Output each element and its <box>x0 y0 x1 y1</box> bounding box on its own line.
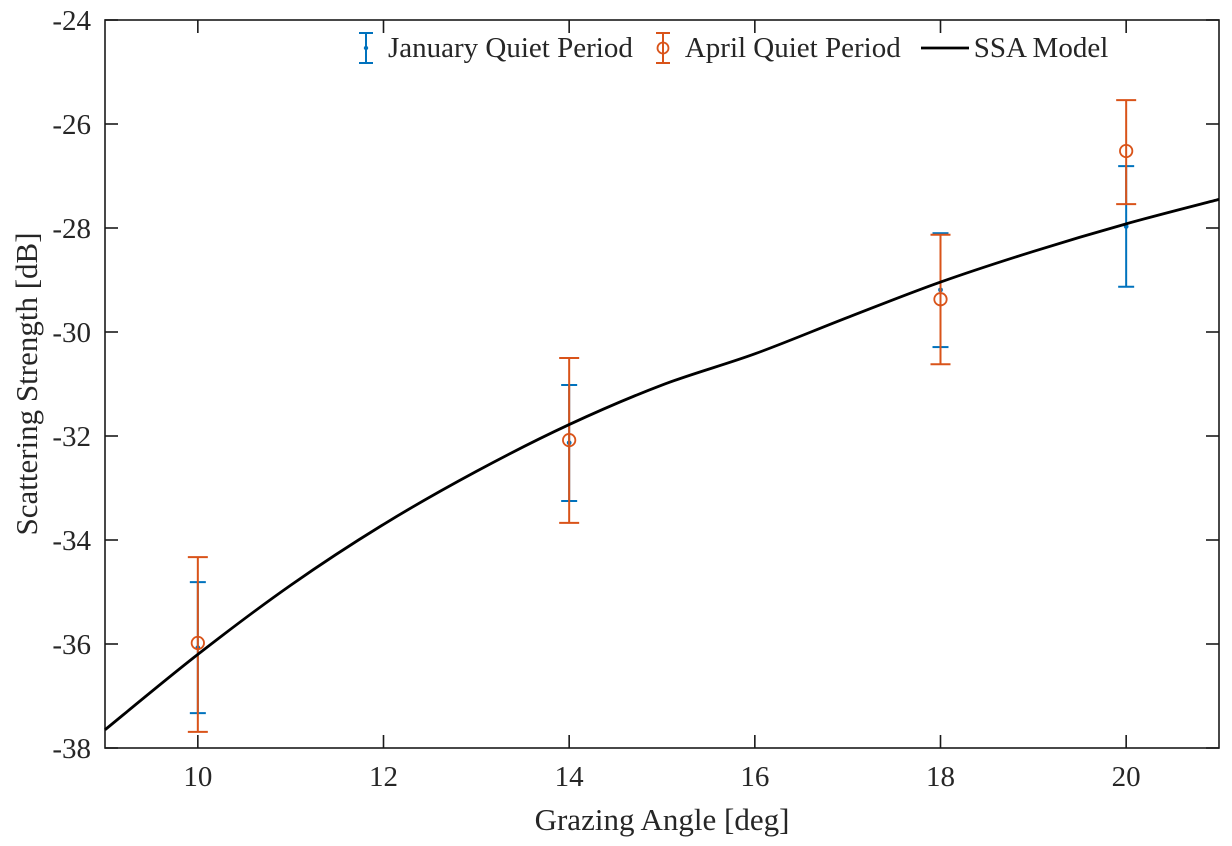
legend-errorbar-sample <box>359 32 373 64</box>
y-tick-label: -28 <box>52 213 91 245</box>
legend-item-ssa-model: SSA Model <box>920 31 1109 65</box>
x-tick-label: 18 <box>926 761 955 793</box>
data-point-circle <box>190 635 205 651</box>
x-tick-label: 20 <box>1112 761 1141 793</box>
y-tick-label: -30 <box>52 317 91 349</box>
y-tick-label: -36 <box>52 629 91 661</box>
legend-label-ssa-model: SSA Model <box>973 31 1109 64</box>
legend: January Quiet Period April Quiet Period … <box>356 27 1108 69</box>
y-tick-label: -32 <box>52 421 91 453</box>
legend-dot-marker <box>363 45 369 51</box>
y-tick-label: -38 <box>52 733 91 765</box>
legend-item-april: April Quiet Period <box>653 27 901 69</box>
data-point-circle <box>933 292 948 307</box>
x-tick-label: 16 <box>740 761 769 793</box>
x-axis-label: Grazing Angle [deg] <box>534 802 790 837</box>
y-tick-label: -34 <box>52 525 91 557</box>
data-point-circle <box>1119 143 1134 159</box>
model-curve <box>104 198 1220 731</box>
legend-circle-marker <box>656 41 670 55</box>
y-axis-label: Scattering Strength [dB] <box>9 232 44 536</box>
errorbar-series-january <box>189 165 1135 715</box>
errorbar-series-april <box>187 99 1137 733</box>
legend-label-january: January Quiet Period <box>388 31 633 64</box>
x-tick-label: 14 <box>555 761 585 793</box>
x-tick-label: 10 <box>183 761 212 793</box>
data-point-circle <box>562 433 577 448</box>
legend-item-january: January Quiet Period <box>356 27 633 69</box>
y-tick-label: -26 <box>52 109 91 141</box>
april-errorbar-icon <box>655 32 670 64</box>
model-line-icon <box>920 46 969 50</box>
axes-box <box>104 19 1220 749</box>
x-tick-label: 12 <box>369 761 398 793</box>
y-tick-label: -24 <box>52 5 91 37</box>
legend-errorbar-sample <box>655 32 670 64</box>
january-errorbar-icon <box>359 32 373 64</box>
legend-label-april: April Quiet Period <box>684 31 901 64</box>
